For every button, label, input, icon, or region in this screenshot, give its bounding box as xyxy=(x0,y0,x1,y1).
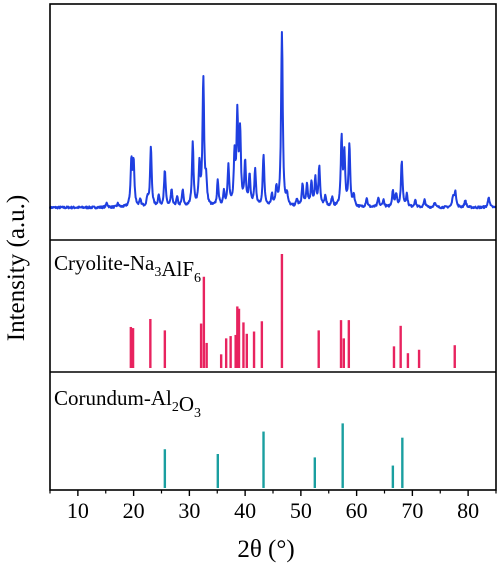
x-tick-label: 40 xyxy=(234,498,256,523)
cryolite-panel-label: Cryolite-Na3AlF6 xyxy=(54,251,201,286)
x-tick-label: 70 xyxy=(401,498,423,523)
label-part: AlF xyxy=(161,257,194,281)
label-part: 3 xyxy=(154,265,161,280)
x-tick-label: 60 xyxy=(346,498,368,523)
y-axis-title: Intensity (a.u.) xyxy=(3,195,30,341)
x-tick-label: 50 xyxy=(290,498,312,523)
x-tick-label: 80 xyxy=(457,498,479,523)
plot-border xyxy=(49,3,497,491)
x-tick-label: 30 xyxy=(178,498,200,523)
label-part: 3 xyxy=(194,406,201,421)
corundum-panel-label: Corundum-Al2O3 xyxy=(54,386,201,421)
label-part: O xyxy=(179,392,194,416)
x-tick-label: 20 xyxy=(123,498,145,523)
labels: 2θ (°) Intensity (a.u.) Cryolite-Na3AlF6… xyxy=(3,195,479,563)
label-part: Corundum-Al xyxy=(54,386,172,410)
x-axis-title: 2θ (°) xyxy=(237,536,294,563)
axes-frame xyxy=(49,3,497,496)
plot-area xyxy=(49,31,497,488)
label-part: 2 xyxy=(172,400,179,415)
label-part: Cryolite-Na xyxy=(54,251,155,275)
label-part: 6 xyxy=(194,271,201,286)
x-tick-label: 10 xyxy=(67,498,89,523)
xrd-pattern-line xyxy=(49,31,497,210)
